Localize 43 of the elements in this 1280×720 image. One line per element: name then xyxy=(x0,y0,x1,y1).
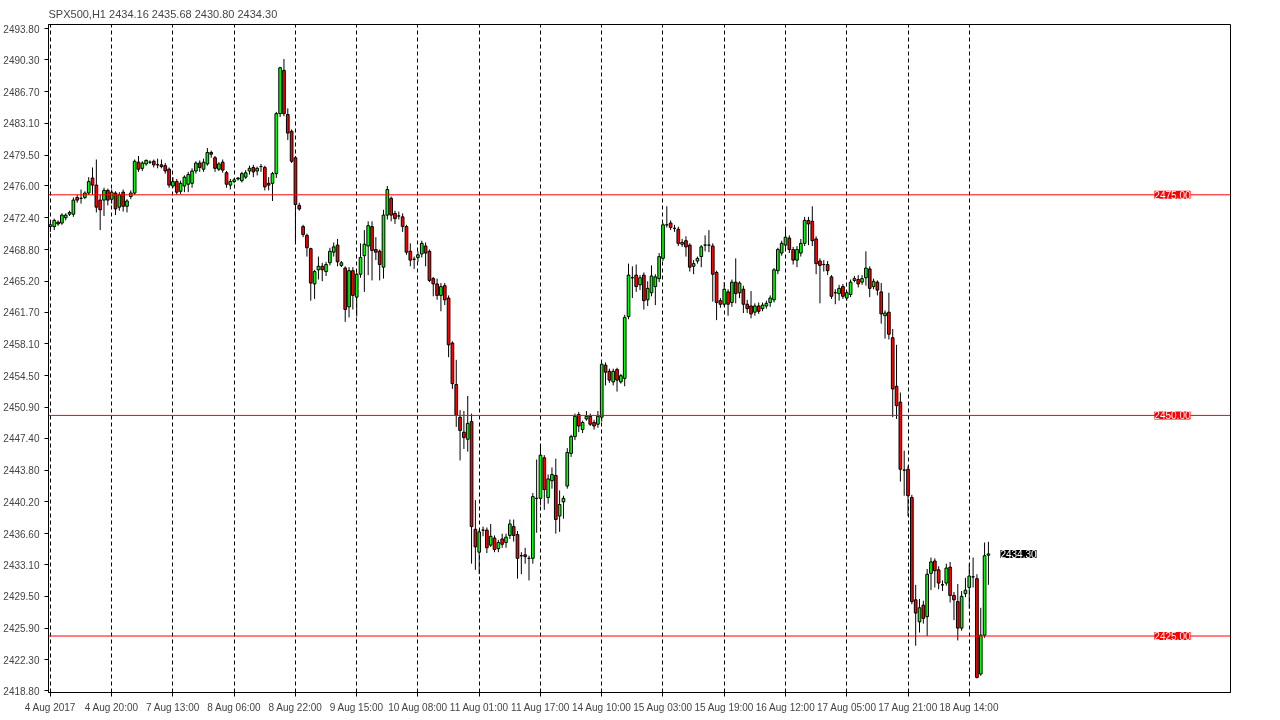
x-tick-label: 15 Aug 03:00 xyxy=(633,701,693,713)
y-tick-label: 2450.90 xyxy=(3,402,40,414)
y-tick-label: 2479.50 xyxy=(3,150,40,162)
y-tick-label: 2483.10 xyxy=(3,118,40,130)
ref-line-label: 2450.00 xyxy=(1154,410,1191,422)
x-tick-label: 4 Aug 20:00 xyxy=(84,701,139,713)
x-tick-label: 9 Aug 15:00 xyxy=(329,701,384,713)
y-tick-label: 2490.30 xyxy=(3,54,40,66)
x-tick-label: 11 Aug 17:00 xyxy=(511,701,570,713)
x-tick-label: 15 Aug 19:00 xyxy=(694,701,754,713)
x-tick-label: 11 Aug 01:00 xyxy=(449,701,509,713)
y-tick-label: 2472.40 xyxy=(3,212,40,224)
ref-line-label: 2475.00 xyxy=(1154,189,1191,201)
x-tick-label: 16 Aug 12:00 xyxy=(755,701,816,713)
y-tick-label: 2486.70 xyxy=(3,86,40,98)
x-tick-label: 7 Aug 13:00 xyxy=(145,701,200,713)
x-tick-label: 18 Aug 14:00 xyxy=(939,701,999,713)
y-tick-label: 2443.80 xyxy=(3,465,40,477)
y-tick-label: 2425.90 xyxy=(3,623,40,635)
ref-line-label: 2425.00 xyxy=(1154,631,1191,643)
y-tick-label: 2429.50 xyxy=(3,591,40,603)
y-tick-label: 2447.40 xyxy=(3,433,40,445)
y-tick-label: 2422.30 xyxy=(3,654,40,666)
x-tick-label: 8 Aug 06:00 xyxy=(207,701,262,713)
y-tick-label: 2465.20 xyxy=(3,276,40,288)
y-tick-label: 2476.00 xyxy=(3,180,40,192)
x-tick-label: 17 Aug 21:00 xyxy=(878,701,938,713)
y-tick-label: 2461.70 xyxy=(3,307,40,319)
x-tick-label: 8 Aug 22:00 xyxy=(268,701,323,713)
y-tick-label: 2454.50 xyxy=(3,370,40,382)
y-tick-label: 2440.20 xyxy=(3,496,40,508)
y-tick-label: 2468.80 xyxy=(3,244,40,256)
y-tick-label: 2433.10 xyxy=(3,559,40,571)
chart-title: SPX500,H1 2434.16 2435.68 2430.80 2434.30 xyxy=(48,7,278,20)
x-tick-label: 10 Aug 08:00 xyxy=(388,701,448,713)
y-tick-label: 2418.80 xyxy=(3,685,40,697)
y-tick-label: 2436.60 xyxy=(3,528,40,540)
x-tick-label: 4 Aug 2017 xyxy=(24,701,76,713)
x-tick-label: 14 Aug 10:00 xyxy=(571,701,632,713)
text: 2434.30 xyxy=(1000,548,1037,560)
y-tick-label: 2493.80 xyxy=(3,23,40,35)
x-tick-label: 17 Aug 05:00 xyxy=(817,701,877,713)
y-tick-label: 2458.10 xyxy=(3,338,40,350)
